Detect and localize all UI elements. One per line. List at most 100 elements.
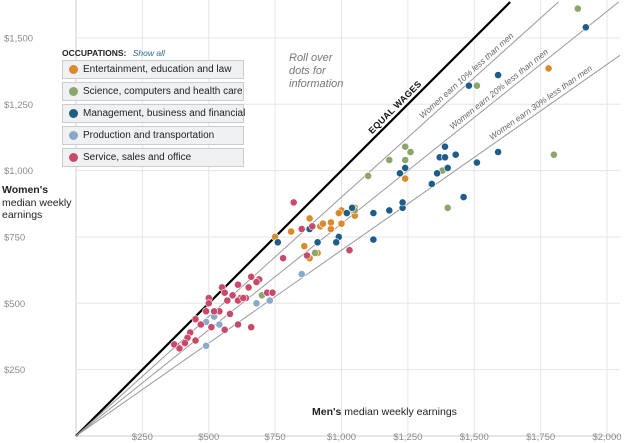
data-point[interactable] <box>234 320 242 329</box>
data-point[interactable] <box>191 336 200 345</box>
data-point[interactable] <box>170 340 179 349</box>
data-point[interactable] <box>464 81 473 90</box>
data-point[interactable] <box>459 193 468 201</box>
grid <box>75 0 620 437</box>
legend-item-entertainment[interactable]: Entertainment, education and law <box>62 60 244 79</box>
data-point[interactable] <box>334 209 343 217</box>
data-point[interactable] <box>287 227 295 236</box>
data-point[interactable] <box>239 294 248 302</box>
data-point[interactable] <box>279 254 287 263</box>
x-axis-label: Men's median weekly earnings <box>312 406 457 418</box>
data-point[interactable] <box>234 280 242 289</box>
data-point[interactable] <box>544 64 553 73</box>
data-point[interactable] <box>308 222 317 231</box>
data-point[interactable] <box>196 320 205 329</box>
data-point[interactable] <box>348 203 356 212</box>
data-point[interactable] <box>441 153 449 162</box>
data-point[interactable] <box>311 248 319 257</box>
data-point[interactable] <box>210 307 218 316</box>
data-point[interactable] <box>369 235 378 244</box>
data-point[interactable] <box>204 299 213 308</box>
data-point[interactable] <box>207 323 216 332</box>
data-points[interactable] <box>170 4 590 353</box>
data-point[interactable] <box>252 278 261 286</box>
data-point[interactable] <box>337 219 346 228</box>
data-point[interactable] <box>202 341 210 350</box>
x-tick-label: $1,250 <box>393 432 422 443</box>
data-point[interactable] <box>228 291 237 300</box>
legend-item-service[interactable]: Service, sales and office <box>62 148 244 167</box>
x-tick-label: $1,000 <box>327 432 356 443</box>
legend-item-science[interactable]: Science, computers and health care <box>62 82 244 101</box>
data-point[interactable] <box>472 81 481 90</box>
data-point[interactable] <box>247 272 256 281</box>
data-point[interactable] <box>220 288 229 297</box>
data-point[interactable] <box>191 315 200 324</box>
data-point[interactable] <box>326 225 335 233</box>
data-point[interactable] <box>220 325 229 334</box>
data-point[interactable] <box>226 309 234 318</box>
data-point[interactable] <box>443 163 452 172</box>
data-point[interactable] <box>427 179 436 188</box>
data-point[interactable] <box>202 307 210 316</box>
data-point[interactable] <box>297 270 306 278</box>
data-point[interactable] <box>443 203 452 212</box>
data-point[interactable] <box>252 299 261 308</box>
data-point[interactable] <box>268 288 277 297</box>
data-point[interactable] <box>273 238 282 247</box>
data-point[interactable] <box>364 171 372 180</box>
x-axis-label-bold: Men's <box>312 406 342 418</box>
data-point[interactable] <box>494 148 502 156</box>
data-point[interactable] <box>247 323 256 332</box>
data-point[interactable] <box>326 218 335 227</box>
data-point[interactable] <box>342 209 351 217</box>
data-point[interactable] <box>300 242 309 251</box>
data-point[interactable] <box>289 198 298 207</box>
data-point[interactable] <box>401 142 410 151</box>
data-point[interactable] <box>494 71 502 79</box>
data-point[interactable] <box>332 238 341 247</box>
data-point[interactable] <box>215 320 224 329</box>
equal-wages-line <box>75 1 511 437</box>
legend: OCCUPATIONS: Show all Entertainment, edu… <box>62 46 245 170</box>
data-point[interactable] <box>573 4 582 13</box>
data-point[interactable] <box>345 246 354 255</box>
data-point[interactable] <box>180 339 189 347</box>
data-point[interactable] <box>223 296 232 305</box>
y-axis-label-line: median weekly <box>2 196 72 209</box>
show-all-link[interactable]: Show all <box>132 48 165 58</box>
x-tick-label: $750 <box>265 432 286 443</box>
data-point[interactable] <box>297 225 306 233</box>
data-point[interactable] <box>433 169 441 178</box>
data-point[interactable] <box>318 219 327 228</box>
data-point[interactable] <box>395 169 404 178</box>
data-point[interactable] <box>550 150 558 159</box>
data-point[interactable] <box>175 344 184 353</box>
data-point[interactable] <box>265 296 274 305</box>
data-point[interactable] <box>406 148 415 156</box>
legend-title: OCCUPATIONS: <box>62 48 127 58</box>
data-point[interactable] <box>441 142 449 151</box>
data-point[interactable] <box>244 283 253 292</box>
gap-line-label: Women earn 20% less than men <box>447 46 550 131</box>
data-point[interactable] <box>385 206 394 215</box>
data-point[interactable] <box>398 198 407 207</box>
data-point[interactable] <box>451 150 460 159</box>
x-tick-label: $500 <box>198 432 219 443</box>
data-point[interactable] <box>385 156 394 164</box>
data-point[interactable] <box>303 251 311 260</box>
data-point[interactable] <box>369 209 378 217</box>
data-point[interactable] <box>581 23 590 32</box>
y-axis-label-line: earnings <box>2 209 43 221</box>
y-tick-label: $250 <box>4 365 25 376</box>
data-point[interactable] <box>401 174 410 183</box>
data-point[interactable] <box>472 158 481 167</box>
data-point[interactable] <box>305 214 314 223</box>
y-axis-label-bold: Women's <box>2 184 49 196</box>
data-point[interactable] <box>401 163 410 172</box>
data-point[interactable] <box>401 156 410 164</box>
legend-item-management[interactable]: Management, business and financial <box>62 104 245 123</box>
legend-item-production[interactable]: Production and transportation <box>62 126 244 145</box>
data-point[interactable] <box>313 238 322 247</box>
